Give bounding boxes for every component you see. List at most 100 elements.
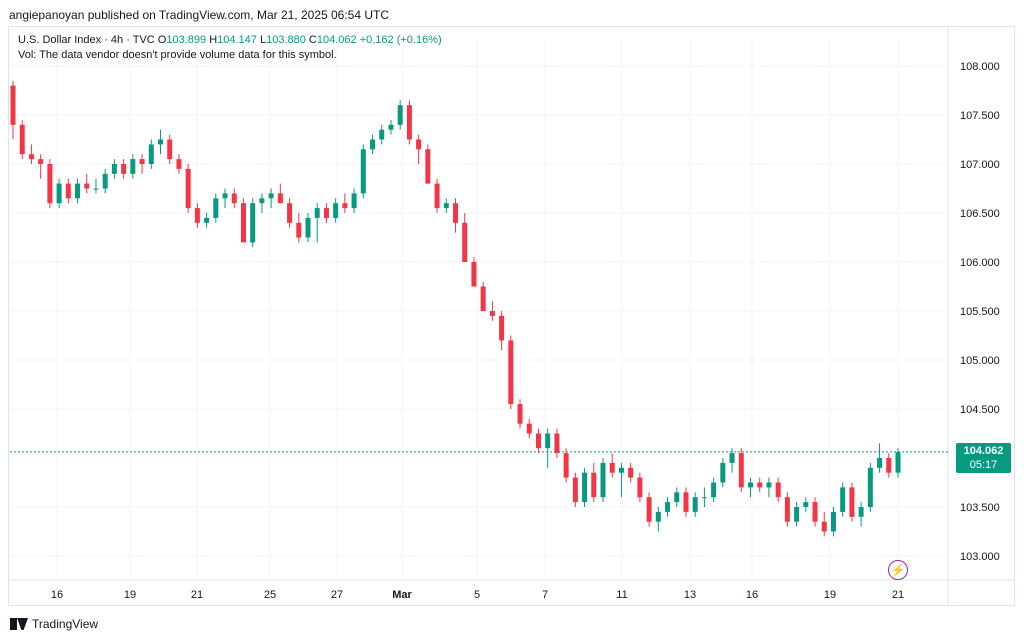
candle-body	[701, 497, 707, 499]
candle	[204, 213, 210, 228]
y-tick-label: 103.500	[960, 502, 1000, 514]
candle-body	[784, 497, 790, 522]
candle-body	[167, 139, 173, 160]
bar-countdown: 05:17	[969, 459, 998, 471]
candle-body	[38, 159, 44, 164]
candle-body	[84, 183, 90, 189]
candle-body	[240, 203, 246, 243]
candle	[480, 281, 486, 311]
legend-open: 103.899	[166, 34, 207, 46]
candle	[637, 472, 643, 503]
candle-body	[591, 472, 597, 498]
candle-body	[738, 453, 744, 488]
candle-body	[480, 286, 486, 311]
candle-body	[609, 462, 615, 473]
candle	[222, 188, 228, 209]
candle	[867, 462, 873, 512]
candle-body	[213, 198, 219, 218]
candle-body	[194, 208, 200, 223]
candle	[240, 198, 246, 243]
candle-body	[139, 159, 145, 164]
x-tick-label: 13	[684, 589, 696, 601]
x-tick-label: 11	[616, 589, 627, 601]
candle	[757, 477, 763, 493]
candle	[47, 159, 53, 209]
candle-body	[821, 521, 827, 532]
candle-body	[333, 203, 339, 218]
y-tick-label: 103.000	[960, 551, 1000, 563]
candle-body	[867, 467, 873, 507]
candle	[600, 458, 606, 503]
candle-body	[526, 423, 532, 434]
candle-body	[443, 203, 449, 209]
candle-body	[370, 139, 376, 150]
footer: TradingView	[10, 617, 98, 631]
candle	[489, 301, 495, 321]
candle	[692, 492, 698, 517]
candle	[130, 154, 136, 179]
candle-body	[287, 203, 293, 223]
candle-body	[499, 315, 505, 341]
candle	[683, 487, 689, 517]
candle-body	[646, 497, 652, 522]
candle	[259, 193, 265, 213]
candle-body	[388, 124, 394, 130]
candle-body	[204, 217, 210, 223]
candle-body	[858, 507, 864, 517]
candle-body	[416, 139, 422, 150]
candle	[766, 477, 772, 498]
candle	[75, 178, 81, 204]
candle-body	[314, 208, 320, 218]
candle-body	[600, 462, 606, 498]
y-tick-label: 105.500	[960, 306, 1000, 318]
candle	[609, 453, 615, 478]
candle	[360, 144, 366, 199]
candle	[231, 188, 237, 209]
candle	[139, 154, 145, 174]
candle	[729, 448, 735, 473]
x-tick-label: 21	[892, 589, 904, 601]
candle-body	[268, 193, 274, 199]
candle	[268, 188, 274, 209]
legend-close: 104.062	[316, 34, 357, 46]
candle	[499, 311, 505, 351]
candle-body	[766, 482, 772, 488]
candle-body	[250, 203, 256, 243]
candle	[462, 213, 468, 262]
candle-body	[111, 164, 117, 174]
candle	[812, 497, 818, 527]
x-tick-label: 25	[264, 589, 276, 601]
x-tick-label: 7	[542, 589, 548, 601]
candle-body	[148, 144, 154, 164]
candle-body	[840, 487, 846, 512]
candle-body	[489, 311, 495, 316]
candle	[443, 198, 449, 213]
candle-body	[351, 193, 357, 209]
candle-body	[720, 462, 726, 483]
candle	[821, 511, 827, 537]
candle-body	[277, 193, 283, 204]
candle	[379, 124, 385, 145]
candle	[351, 188, 357, 213]
candle-body	[692, 497, 698, 512]
candle-body	[323, 208, 329, 218]
candle	[434, 178, 440, 213]
x-tick-label: 16	[746, 589, 758, 601]
legend-low-label: L	[259, 34, 267, 46]
candle-body	[342, 203, 348, 209]
candle-body	[535, 433, 541, 449]
candle-body	[886, 458, 892, 473]
candle	[277, 183, 283, 204]
chart-frame	[8, 26, 1015, 606]
candle	[471, 257, 477, 287]
candle-body	[655, 511, 661, 522]
lightning-bolt-icon[interactable]: ⚡	[888, 560, 908, 580]
y-tick-label: 106.000	[960, 257, 1000, 269]
candle-body	[618, 467, 624, 473]
candle-body	[121, 164, 127, 174]
candle	[545, 428, 551, 468]
candle	[19, 119, 25, 160]
y-tick-label: 108.000	[960, 61, 1000, 73]
candle-body	[665, 502, 671, 512]
